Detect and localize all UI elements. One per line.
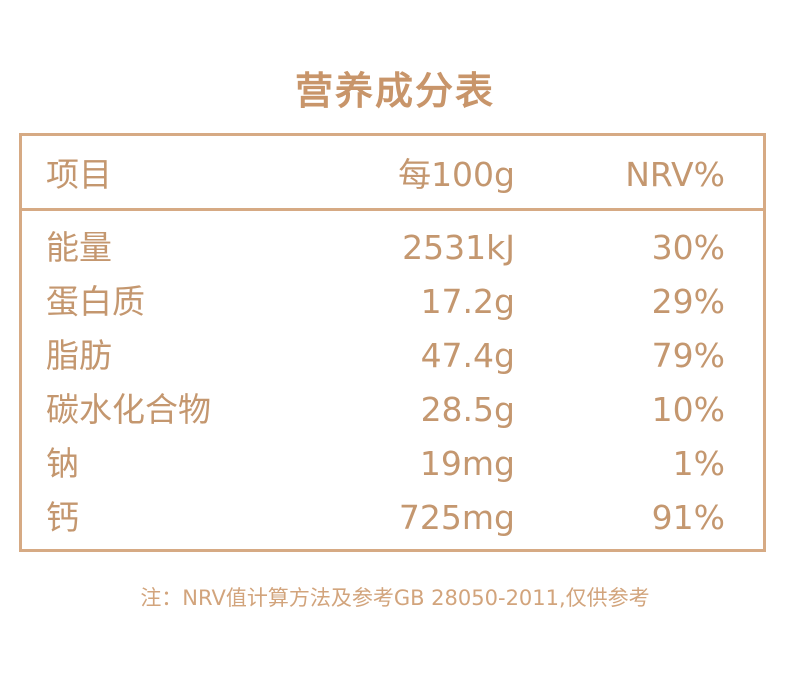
nutrient-value: 19mg — [419, 444, 515, 483]
nutrient-value: 29% — [651, 282, 725, 321]
nutrient-name: 脂肪 — [46, 336, 112, 375]
column-header: NRV% — [625, 155, 725, 194]
nutrient-value: 1% — [672, 444, 725, 483]
nutrient-value: 91% — [651, 498, 725, 537]
nutrient-value: 17.2g — [420, 282, 515, 321]
nutrient-name: 钙 — [46, 498, 79, 537]
nutrient-value: 30% — [651, 228, 725, 267]
nutrient-value: 28.5g — [420, 390, 515, 429]
nutrient-name: 能量 — [46, 228, 112, 267]
column-header: 项目 — [46, 155, 112, 194]
table-title: 营养成分表 — [294, 69, 495, 113]
header-divider — [22, 208, 763, 211]
column-header: 每100g — [398, 155, 515, 194]
nutrition-table: 项目 每100g NRV% 能量 2531kJ 30% 蛋白质 17.2g 29% 脂肪 47.4g… — [19, 133, 766, 552]
footnote: 注：NRV值计算方法及参考GB 28050-2011,仅供参考 — [140, 586, 650, 610]
nutrient-name: 钠 — [46, 444, 79, 483]
nutrient-name: 蛋白质 — [46, 282, 145, 321]
nutrient-value: 10% — [651, 390, 725, 429]
nutrient-name: 碳水化合物 — [46, 390, 211, 429]
nutrient-value: 2531kJ — [402, 228, 515, 267]
nutrient-value: 47.4g — [420, 336, 515, 375]
nutrient-value: 725mg — [398, 498, 515, 537]
nutrient-value: 79% — [651, 336, 725, 375]
